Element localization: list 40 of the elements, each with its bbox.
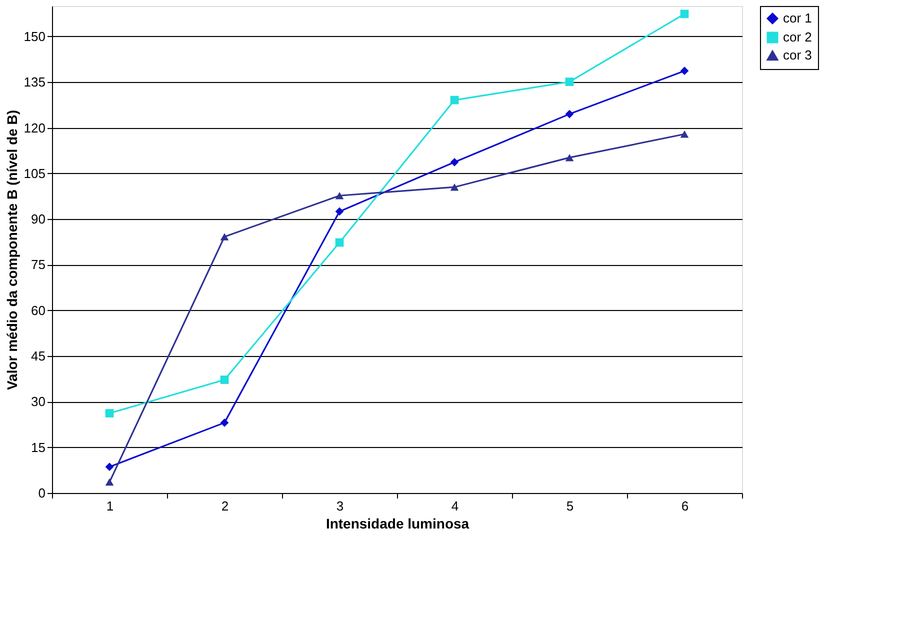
x-axis-title: Intensidade luminosa: [326, 516, 470, 532]
x-tick-label: 3: [336, 498, 344, 514]
y-tick-label: 45: [31, 348, 46, 364]
point: [335, 238, 344, 247]
point: [220, 418, 229, 427]
point: [680, 130, 689, 138]
point: [220, 376, 229, 384]
point: [335, 192, 344, 200]
point: [105, 409, 114, 418]
point: [450, 96, 459, 104]
y-tick-label: 30: [31, 394, 46, 410]
point: [565, 110, 574, 118]
x-tick-label: 4: [451, 498, 459, 514]
point: [680, 66, 689, 76]
x-tick-label: 1: [106, 498, 114, 514]
point: [680, 10, 689, 18]
y-tick-label: 75: [31, 257, 46, 272]
y-tick-label: 105: [24, 166, 46, 181]
y-tick-label: 15: [31, 440, 46, 455]
y-tick-label: 135: [24, 74, 46, 90]
legend-label: cor 2: [783, 30, 812, 44]
point: [565, 78, 574, 86]
x-tick-label: 5: [566, 498, 574, 514]
y-axis-title: Valor médio da componente B (nível de B): [4, 110, 20, 390]
y-tick-label: 0: [38, 486, 46, 500]
y-tick-label: 120: [24, 120, 46, 136]
point: [335, 207, 344, 216]
legend-label: cor 1: [783, 10, 812, 26]
y-tick-label: 90: [31, 212, 46, 227]
point: [105, 462, 114, 472]
legend-label: cor 3: [783, 48, 812, 62]
x-tick-label: 2: [221, 498, 229, 514]
point: [220, 233, 229, 240]
point: [105, 478, 114, 486]
y-tick-label: 150: [24, 28, 46, 44]
point: [450, 183, 459, 191]
point: [565, 154, 574, 162]
x-tick-label: 6: [681, 498, 689, 514]
point: [450, 158, 459, 166]
y-tick-label: 60: [31, 302, 46, 318]
